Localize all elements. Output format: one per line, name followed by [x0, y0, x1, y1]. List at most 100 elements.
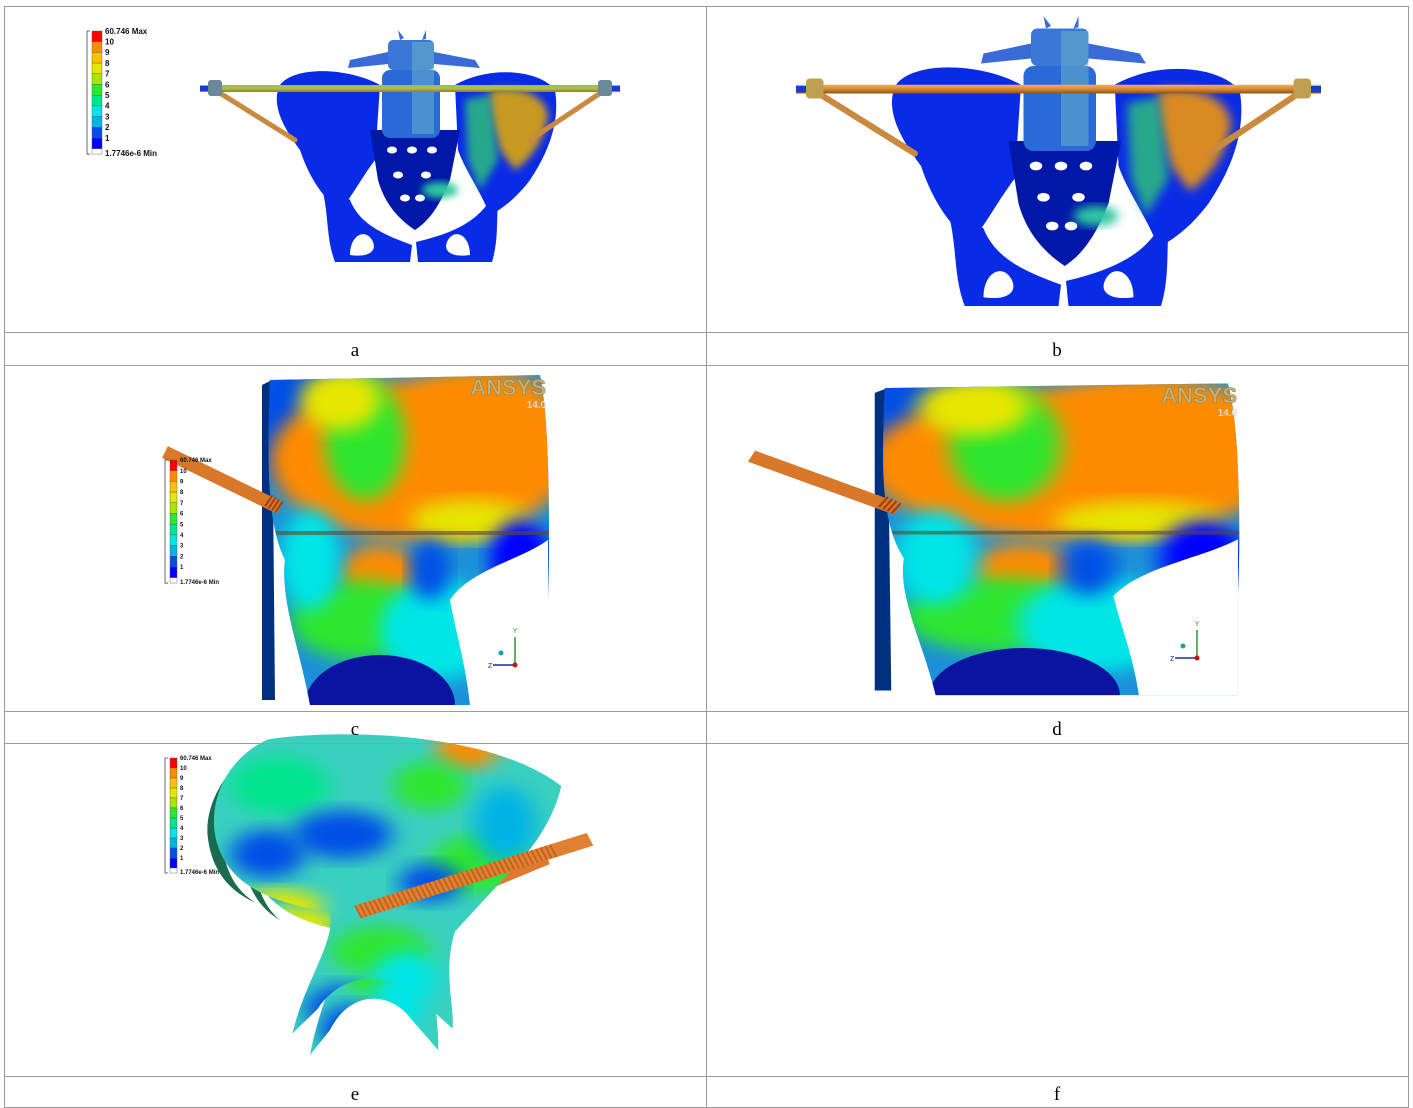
sacral-foramen [415, 195, 425, 202]
section-line [872, 531, 1253, 535]
stress-patch [918, 379, 1030, 436]
clamp [598, 80, 612, 96]
legend-bracket [165, 758, 168, 873]
stress-patch [230, 830, 305, 879]
sacral-foramen [407, 147, 417, 154]
color-legend: 60.746 Max109876543211.7746e-6 Min [87, 27, 157, 158]
sacral-foramen [421, 172, 431, 179]
legend-label: 9 [180, 776, 184, 782]
sacral-foramen [1030, 162, 1043, 171]
stress-patch [894, 511, 978, 606]
panel-caption: c [351, 719, 359, 740]
legend-label: 5 [180, 522, 184, 528]
stress-patch [230, 757, 330, 815]
socket [929, 648, 1120, 743]
legend-swatch [170, 514, 177, 525]
sacral-foramen [1055, 162, 1068, 171]
sacrum [370, 130, 460, 230]
legend-label: 10 [180, 469, 187, 475]
legend-swatch [92, 85, 102, 96]
legend-label: 5 [180, 816, 184, 822]
legend-bracket [165, 460, 168, 583]
legend-label: 4 [180, 826, 184, 832]
triad-origin [1195, 656, 1200, 661]
legend-swatch [170, 481, 177, 492]
legend-swatch [170, 798, 177, 808]
pelvis-model [200, 30, 620, 262]
legend-label: 7 [105, 70, 110, 79]
stress-patch [293, 810, 393, 859]
triad-label: Z [1170, 656, 1175, 663]
legend-swatch [92, 52, 102, 63]
panel-caption: f [1054, 1084, 1061, 1105]
legend-swatch [92, 63, 102, 74]
legend-swatch [170, 492, 177, 503]
legend-swatch [170, 546, 177, 557]
legend-label: 60.746 Max [180, 458, 212, 464]
legend-label: 5 [105, 91, 110, 100]
stress-patch [280, 510, 340, 610]
rod-end [1311, 86, 1321, 92]
stress-patch [300, 370, 380, 430]
connecting-rod [796, 85, 1321, 94]
panel-caption: b [1052, 340, 1062, 361]
legend-swatch [170, 535, 177, 546]
legend-label: 60.746 Max [105, 27, 148, 36]
logo-brand: ANSYS [1161, 383, 1237, 408]
logo-brand: ANSYS [470, 375, 546, 400]
sacral-foramen [1065, 222, 1078, 231]
sacral-foramen [1080, 162, 1093, 171]
legend-swatch [170, 808, 177, 818]
legend-swatch [170, 838, 177, 848]
figure: 60.746 Max109876543211.7746e-6 Minab60.7… [0, 0, 1413, 1108]
legend-swatch [170, 858, 177, 868]
legend-swatch [170, 818, 177, 828]
panel-caption: e [351, 1084, 359, 1105]
legend-label: 2 [180, 846, 184, 852]
sacrum-stress [1074, 206, 1119, 226]
legend-swatch [170, 788, 177, 798]
sacral-foramen [393, 172, 403, 179]
legend-swatch [170, 848, 177, 858]
connecting-rod [200, 85, 620, 92]
legend-swatch [92, 42, 102, 53]
legend-label: 6 [180, 806, 184, 812]
legend-label: 3 [180, 836, 184, 842]
sacral-foramen [1046, 222, 1059, 231]
legend-label: 1.7746e-6 Min [180, 870, 219, 876]
sacrum-stress [422, 182, 458, 198]
clamp [1294, 79, 1312, 99]
legend-swatch [92, 95, 102, 106]
stress-patch [410, 540, 450, 600]
clamp [806, 79, 824, 99]
legend-label: 1 [180, 565, 184, 571]
triad-label: Y [1195, 621, 1200, 628]
legend-swatch [92, 106, 102, 117]
legend-label: 4 [180, 533, 184, 539]
legend-swatch [170, 868, 177, 873]
legend-label: 1 [105, 134, 110, 143]
ilium-closeup [165, 350, 570, 755]
legend-swatch [92, 31, 102, 42]
clamp [208, 80, 222, 96]
legend-swatch [170, 768, 177, 778]
legend-label: 2 [105, 123, 110, 132]
bone-surface [250, 350, 570, 755]
sacral-foramen [1072, 193, 1085, 202]
legend-swatch [170, 503, 177, 514]
legend-label: 4 [105, 102, 110, 111]
sacral-foramen [427, 147, 437, 154]
triad-label: Z [488, 663, 493, 670]
legend-swatch [170, 471, 177, 482]
legend-swatch [92, 117, 102, 128]
legend-label: 7 [180, 501, 184, 507]
legend-swatch [92, 149, 102, 154]
sacral-foramen [387, 147, 397, 154]
legend-label: 1.7746e-6 Min [180, 580, 219, 586]
triad-origin [513, 663, 518, 668]
stress-patch [320, 1005, 380, 1055]
legend-swatch [92, 74, 102, 85]
legend-label: 8 [105, 59, 110, 68]
legend-swatch [170, 578, 177, 583]
rod-end [612, 86, 620, 91]
